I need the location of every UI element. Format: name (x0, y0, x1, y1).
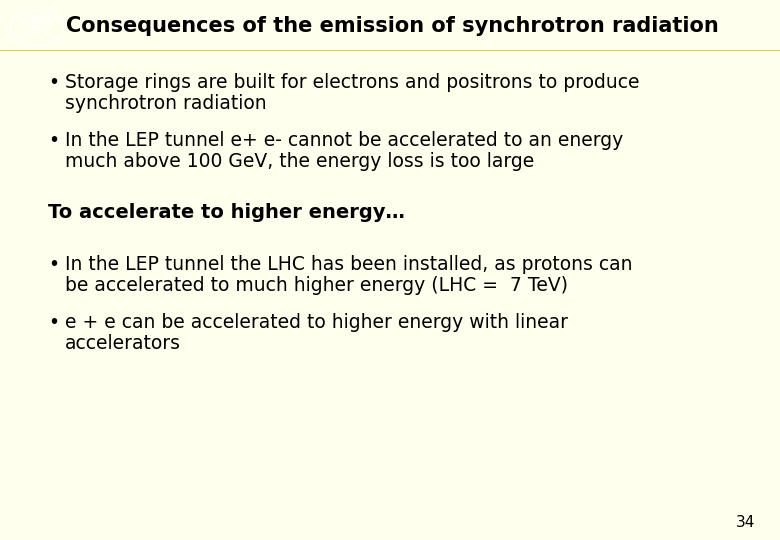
Text: be accelerated to much higher energy (LHC =  7 TeV): be accelerated to much higher energy (LH… (65, 276, 568, 295)
Text: CERN: CERN (23, 16, 51, 25)
Text: •: • (48, 313, 59, 332)
Text: e + e can be accelerated to higher energy with linear: e + e can be accelerated to higher energ… (65, 313, 568, 332)
Text: accelerators: accelerators (65, 334, 181, 353)
Text: •: • (48, 131, 59, 150)
Text: Storage rings are built for electrons and positrons to produce: Storage rings are built for electrons an… (65, 73, 640, 92)
Text: much above 100 GeV, the energy loss is too large: much above 100 GeV, the energy loss is t… (65, 152, 534, 171)
Text: •: • (48, 73, 59, 92)
Text: Consequences of the emission of synchrotron radiation: Consequences of the emission of synchrot… (66, 16, 719, 36)
Text: synchrotron radiation: synchrotron radiation (65, 94, 267, 113)
Text: •: • (48, 255, 59, 274)
Text: In the LEP tunnel e+ e- cannot be accelerated to an energy: In the LEP tunnel e+ e- cannot be accele… (65, 131, 623, 150)
Text: 34: 34 (736, 515, 755, 530)
Text: To accelerate to higher energy…: To accelerate to higher energy… (48, 203, 405, 222)
Text: In the LEP tunnel the LHC has been installed, as protons can: In the LEP tunnel the LHC has been insta… (65, 255, 633, 274)
